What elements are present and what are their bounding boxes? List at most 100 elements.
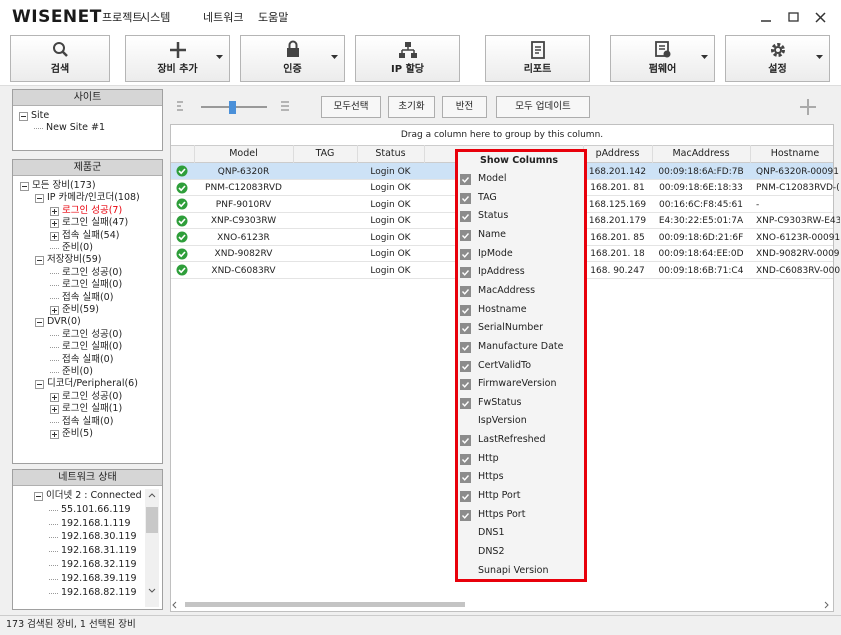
- column-option[interactable]: IpMode: [478, 247, 513, 259]
- column-checkbox[interactable]: [460, 472, 471, 484]
- column-option[interactable]: Status: [478, 210, 509, 222]
- tree-item[interactable]: 로그인 성공(0): [62, 390, 123, 402]
- tree-item[interactable]: 접속 실패(0): [62, 291, 114, 303]
- tree-item[interactable]: 준비(59): [62, 304, 99, 315]
- column-option[interactable]: LastRefreshed: [478, 434, 546, 446]
- tree-item[interactable]: 로그인 실패(47): [62, 217, 129, 229]
- tree-expander[interactable]: [50, 306, 59, 315]
- tree-item[interactable]: 이더넷 2 : Connected: [46, 490, 142, 501]
- window-controls[interactable]: [755, 10, 835, 26]
- column-checkbox[interactable]: [460, 285, 471, 297]
- column-checkbox[interactable]: [460, 360, 471, 372]
- tree-item[interactable]: 준비(0): [62, 242, 93, 253]
- tree-item[interactable]: 로그인 실패(1): [62, 403, 123, 415]
- tree-item[interactable]: 로그인 성공(0): [62, 328, 123, 340]
- column-option[interactable]: Hostname: [478, 303, 527, 315]
- column-header[interactable]: TAG: [315, 148, 335, 159]
- tree-item[interactable]: 192.168.39.119: [61, 572, 137, 584]
- column-checkbox[interactable]: [460, 267, 471, 279]
- tree-expander[interactable]: [50, 430, 59, 439]
- tree-expander[interactable]: [50, 231, 59, 241]
- tree-expander[interactable]: [20, 182, 29, 191]
- menu-item[interactable]: 도움말: [258, 11, 289, 24]
- tree-item[interactable]: 모든 장비(173): [32, 180, 96, 191]
- column-option[interactable]: Http Port: [478, 490, 521, 502]
- column-option[interactable]: DNS2: [478, 546, 505, 557]
- main-button[interactable]: [388, 96, 435, 118]
- zoom-slider[interactable]: [175, 98, 295, 116]
- column-option[interactable]: Http: [478, 452, 499, 464]
- column-header[interactable]: Status: [375, 148, 406, 159]
- tree-item[interactable]: 192.168.82.119: [61, 586, 137, 598]
- column-header[interactable]: MacAddress: [672, 148, 730, 159]
- column-option[interactable]: Name: [478, 228, 507, 240]
- column-checkbox[interactable]: [460, 341, 471, 353]
- scrollbar[interactable]: [145, 489, 159, 607]
- column-option[interactable]: IpAddress: [478, 266, 525, 278]
- add-icon[interactable]: [799, 98, 817, 116]
- tree-item[interactable]: 로그인 성공(7): [62, 204, 123, 216]
- column-checkbox[interactable]: [460, 397, 471, 409]
- tree-item[interactable]: 로그인 실패(0): [62, 279, 123, 291]
- tree-item[interactable]: 접속 실패(0): [62, 353, 114, 365]
- column-option[interactable]: Https Port: [478, 508, 526, 520]
- column-checkbox[interactable]: [460, 435, 471, 447]
- tree-item[interactable]: 192.168.31.119: [61, 545, 137, 557]
- column-option[interactable]: Model: [478, 173, 507, 184]
- toolbar-button[interactable]: [10, 35, 110, 82]
- toolbar-button[interactable]: [240, 35, 345, 82]
- main-button[interactable]: [442, 96, 487, 118]
- column-header[interactable]: Model: [229, 148, 258, 159]
- column-option[interactable]: IspVersion: [478, 415, 527, 427]
- column-option[interactable]: Sunapi Version: [478, 564, 549, 576]
- toolbar-button[interactable]: [725, 35, 830, 82]
- column-option[interactable]: Https: [478, 471, 504, 483]
- column-checkbox[interactable]: [460, 379, 471, 391]
- column-option[interactable]: FirmwareVersion: [478, 378, 557, 390]
- tree-item[interactable]: 접속 실패(0): [62, 415, 114, 427]
- column-option[interactable]: DNS1: [478, 527, 505, 539]
- tree-item[interactable]: New Site #1: [46, 122, 106, 133]
- tree-expander[interactable]: [50, 405, 59, 415]
- column-option[interactable]: MacAddress: [478, 284, 536, 296]
- tree-item[interactable]: 준비(5): [62, 428, 93, 439]
- tree-expander[interactable]: [35, 318, 44, 328]
- column-checkbox[interactable]: [460, 192, 471, 204]
- column-option[interactable]: CertValidTo: [478, 359, 532, 371]
- menu-item[interactable]: 네트워크: [203, 11, 244, 24]
- column-option[interactable]: TAG: [478, 191, 497, 203]
- tree-item[interactable]: 로그인 실패(0): [62, 341, 123, 353]
- menu-item[interactable]: 프로젝트: [102, 11, 143, 24]
- tree-item[interactable]: 로그인 성공(0): [62, 266, 123, 278]
- tree-item[interactable]: 192.168.32.119: [61, 559, 137, 570]
- tree-item[interactable]: 준비(0): [62, 366, 93, 377]
- column-option[interactable]: Manufacture Date: [478, 340, 564, 352]
- tree-item[interactable]: 55.101.66.119: [61, 503, 131, 515]
- column-checkbox[interactable]: [460, 211, 471, 223]
- column-checkbox[interactable]: [460, 304, 471, 316]
- tree-item[interactable]: Site: [31, 110, 50, 121]
- column-option[interactable]: FwStatus: [478, 396, 522, 408]
- tree-expander[interactable]: [34, 492, 43, 501]
- tree-item[interactable]: 저장장비(59): [47, 254, 102, 266]
- column-checkbox[interactable]: [460, 453, 471, 465]
- tree-item[interactable]: DVR(0): [47, 316, 81, 328]
- menu-item[interactable]: 시스템: [140, 11, 171, 24]
- tree-item[interactable]: 접속 실패(54): [62, 229, 120, 241]
- column-checkbox[interactable]: [460, 248, 471, 260]
- tree-expander[interactable]: [35, 256, 44, 266]
- column-checkbox[interactable]: [460, 323, 471, 335]
- tree-expander[interactable]: [50, 206, 59, 216]
- tree-expander[interactable]: [35, 194, 44, 204]
- tree-expander[interactable]: [35, 380, 44, 390]
- column-header[interactable]: pAddress: [595, 148, 640, 159]
- tree-item[interactable]: 192.168.1.119: [61, 517, 131, 529]
- tree-expander[interactable]: [50, 392, 59, 402]
- tree-item[interactable]: 192.168.30.119: [61, 531, 137, 543]
- tree-expander[interactable]: [19, 112, 28, 121]
- main-button[interactable]: [496, 96, 590, 118]
- h-scrollbar[interactable]: [171, 599, 833, 611]
- column-header[interactable]: Hostname: [770, 148, 820, 159]
- column-checkbox[interactable]: [460, 174, 471, 185]
- column-checkbox[interactable]: [460, 491, 471, 503]
